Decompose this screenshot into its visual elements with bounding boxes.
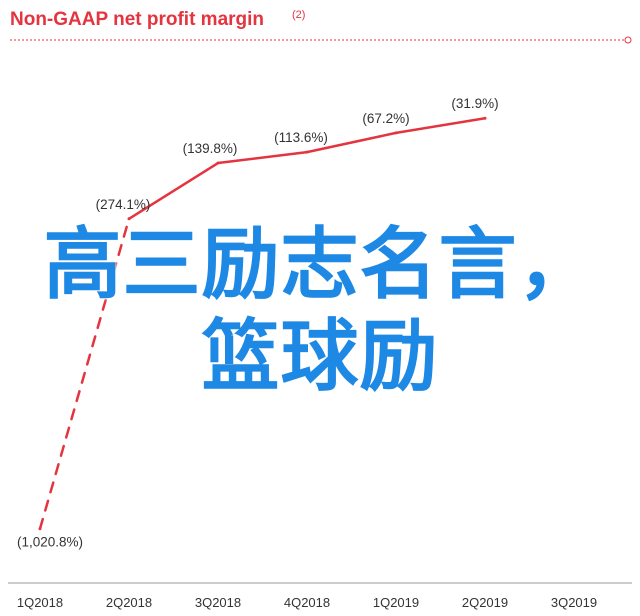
data-point: [394, 131, 398, 135]
series-segment: [394, 116, 487, 135]
x-tick-label: 3Q2019: [551, 595, 597, 610]
x-tick-label: 3Q2018: [195, 595, 241, 610]
data-point: [127, 217, 131, 221]
title-divider-end: [624, 36, 632, 44]
series-segment: [305, 131, 398, 154]
x-tick-label: 2Q2019: [462, 595, 508, 610]
data-label: (1,020.8%): [17, 535, 83, 550]
x-tick-label: 4Q2018: [284, 595, 330, 610]
chart-title-note: (2): [292, 9, 305, 21]
data-label: (139.8%): [183, 141, 238, 156]
data-point: [38, 527, 42, 531]
chart-title: Non-GAAP net profit margin: [10, 9, 264, 30]
data-label: (67.2%): [362, 111, 409, 126]
data-label: (31.9%): [451, 96, 498, 111]
data-label: (274.1%): [96, 197, 151, 212]
data-label: (113.6%): [274, 130, 328, 145]
data-point: [216, 161, 220, 165]
plot-area: 1Q2018 2Q2018 3Q2018 4Q2018 1Q2019 2Q2019 3Q20…: [8, 96, 632, 610]
series-segment-dashed: [38, 217, 131, 530]
series-segment: [216, 150, 309, 165]
x-tick-label: 1Q2019: [373, 595, 419, 610]
data-point: [483, 116, 487, 120]
x-tick-label: 2Q2018: [106, 595, 152, 610]
x-tick-label: 1Q2018: [17, 595, 63, 610]
series-segment: [127, 161, 220, 221]
data-point: [305, 150, 309, 154]
